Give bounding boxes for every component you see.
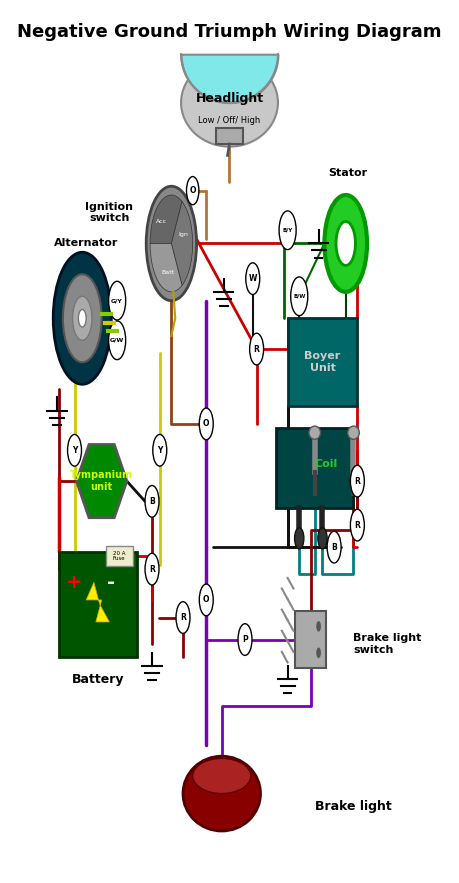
Circle shape <box>153 434 167 466</box>
Text: Negative Ground Triumph Wiring Diagram: Negative Ground Triumph Wiring Diagram <box>17 23 442 42</box>
Circle shape <box>250 333 263 365</box>
Text: R: R <box>354 521 360 530</box>
Wedge shape <box>150 195 182 244</box>
Text: 20 A
Fuse: 20 A Fuse <box>113 550 125 562</box>
Ellipse shape <box>309 426 320 440</box>
Circle shape <box>67 434 82 466</box>
Text: Ignition
switch: Ignition switch <box>85 202 134 223</box>
Ellipse shape <box>347 426 359 440</box>
FancyBboxPatch shape <box>295 611 326 668</box>
Circle shape <box>316 647 321 658</box>
Circle shape <box>199 584 213 615</box>
Wedge shape <box>171 201 193 285</box>
Text: Coil: Coil <box>315 458 338 469</box>
Text: Brake light
switch: Brake light switch <box>353 633 422 655</box>
Text: P: P <box>242 635 248 644</box>
Circle shape <box>325 195 367 292</box>
Text: B: B <box>149 497 155 506</box>
Circle shape <box>350 465 364 497</box>
Circle shape <box>291 277 308 315</box>
Text: Batt: Batt <box>161 270 174 275</box>
Circle shape <box>176 601 190 633</box>
Circle shape <box>336 222 355 266</box>
Text: Y: Y <box>157 446 162 455</box>
Circle shape <box>279 211 296 250</box>
Circle shape <box>246 263 260 295</box>
Text: Brake light: Brake light <box>315 800 392 813</box>
Polygon shape <box>86 582 109 622</box>
Text: Ign: Ign <box>178 232 188 238</box>
Text: R: R <box>354 477 360 486</box>
Text: Alternator: Alternator <box>54 238 118 248</box>
Circle shape <box>109 321 126 359</box>
Circle shape <box>146 186 196 301</box>
Text: W: W <box>249 274 257 283</box>
Circle shape <box>350 509 364 541</box>
FancyBboxPatch shape <box>59 552 136 657</box>
Text: R: R <box>180 613 186 622</box>
Circle shape <box>316 621 321 631</box>
Circle shape <box>145 486 159 517</box>
Polygon shape <box>77 444 127 517</box>
Text: R: R <box>149 564 155 574</box>
Text: Stator: Stator <box>328 168 367 178</box>
FancyBboxPatch shape <box>288 318 358 406</box>
Ellipse shape <box>183 756 261 831</box>
Circle shape <box>73 297 92 340</box>
Wedge shape <box>150 244 182 292</box>
Text: R: R <box>254 344 259 353</box>
Text: G/W: G/W <box>110 338 124 343</box>
Text: Acc: Acc <box>156 219 167 224</box>
Text: O: O <box>203 595 209 605</box>
Circle shape <box>63 275 101 362</box>
Circle shape <box>145 554 159 585</box>
Text: O: O <box>203 419 209 428</box>
Text: Low / Off/ High: Low / Off/ High <box>198 116 261 125</box>
Text: G/Y: G/Y <box>111 298 123 303</box>
Text: -: - <box>107 573 115 592</box>
Text: B/W: B/W <box>293 294 305 298</box>
Circle shape <box>318 528 327 549</box>
Text: Headlight: Headlight <box>196 92 263 105</box>
Text: +: + <box>66 573 83 592</box>
Ellipse shape <box>181 58 278 147</box>
Text: B/Y: B/Y <box>282 228 293 233</box>
Text: Tympanium
unit: Tympanium unit <box>70 471 133 492</box>
Circle shape <box>109 282 126 320</box>
Circle shape <box>238 623 252 655</box>
Circle shape <box>78 309 86 327</box>
Circle shape <box>295 528 304 549</box>
FancyBboxPatch shape <box>106 547 133 566</box>
Text: Boyer
Unit: Boyer Unit <box>304 351 341 374</box>
FancyBboxPatch shape <box>216 128 243 144</box>
Circle shape <box>327 532 341 563</box>
Circle shape <box>53 253 112 384</box>
Text: B: B <box>331 543 337 552</box>
Circle shape <box>199 408 213 440</box>
Circle shape <box>186 177 199 205</box>
FancyBboxPatch shape <box>276 428 353 508</box>
Text: Y: Y <box>72 446 77 455</box>
Text: O: O <box>190 186 196 195</box>
Text: Battery: Battery <box>72 673 124 686</box>
Ellipse shape <box>193 758 251 794</box>
